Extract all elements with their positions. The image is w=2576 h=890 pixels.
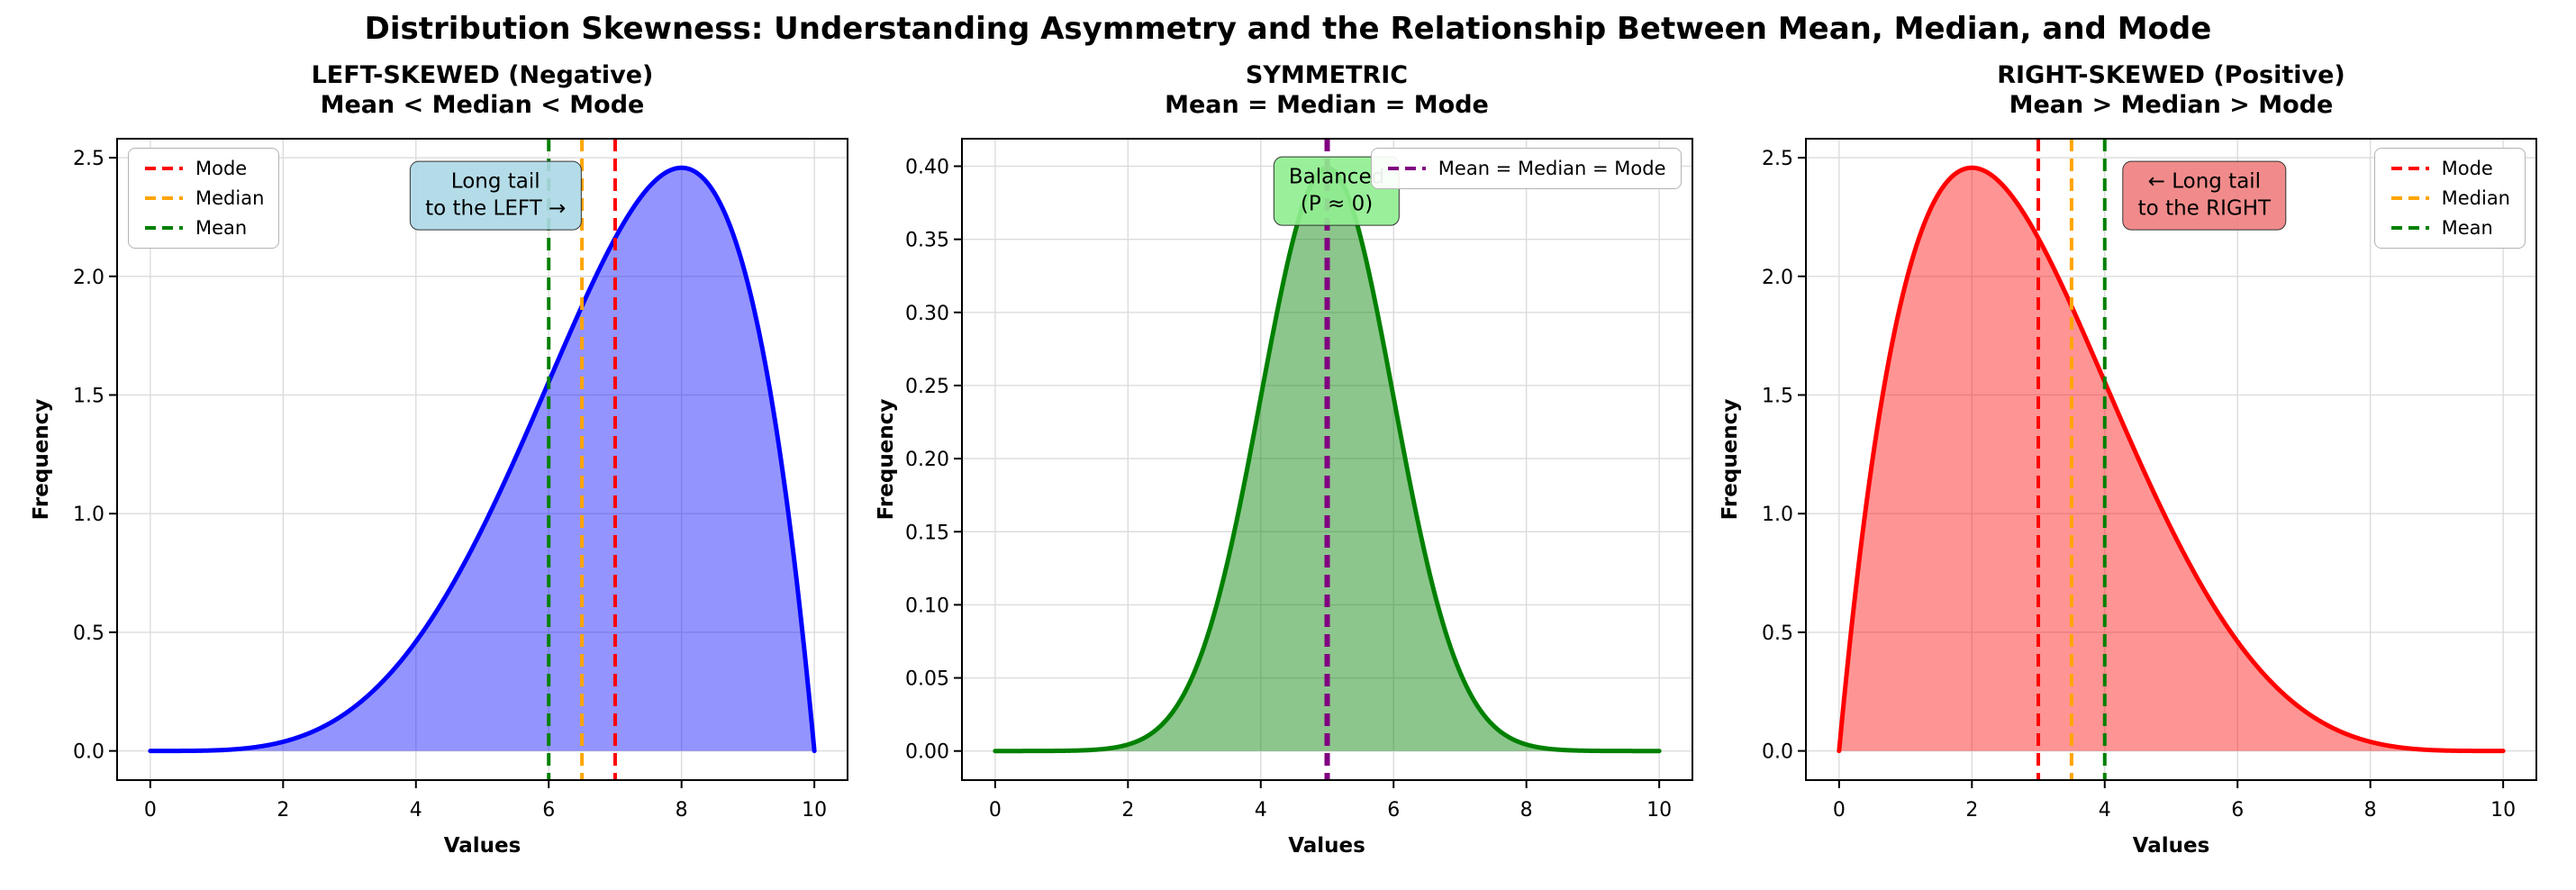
y-axis-label: Frequency bbox=[1719, 398, 1742, 521]
subplot-title: SYMMETRIC bbox=[1245, 61, 1409, 89]
legend-entry: Median bbox=[2390, 187, 2510, 209]
x-axis-label: Values bbox=[443, 833, 522, 858]
subplot-subtitle: Mean < Median < Mode bbox=[320, 90, 645, 119]
legend-line-swatch bbox=[2390, 195, 2429, 200]
x-tick-label: 4 bbox=[410, 799, 422, 822]
x-tick-label: 0 bbox=[988, 799, 1001, 822]
x-tick-label: 0 bbox=[1833, 799, 1846, 822]
y-tick-label: 0.15 bbox=[905, 522, 949, 544]
legend-label: Mode bbox=[195, 157, 248, 179]
distribution-curve bbox=[148, 165, 817, 753]
subplot-right-skewed: RIGHT-SKEWED (Positive) Mean > Median > … bbox=[1716, 61, 2549, 874]
axes-spines bbox=[1805, 137, 2537, 781]
axes-spines bbox=[116, 137, 848, 781]
plot-area: 0 2 4 6 8 10 0.0 0.5 1.0 1.5 2.0 2.5 Frequency Valu… bbox=[27, 124, 860, 874]
y-tick-label: 1.5 bbox=[1762, 385, 1793, 407]
y-tick-label: 0.0 bbox=[1762, 740, 1793, 763]
x-axis-label: Values bbox=[1288, 833, 1365, 858]
legend-label: Median bbox=[2441, 186, 2510, 209]
legend-label: Mean = Median = Mode bbox=[1438, 157, 1666, 179]
y-tick-label: 1.5 bbox=[73, 385, 104, 407]
y-tick-label: 0.35 bbox=[905, 230, 949, 252]
y-tick-label: 0.25 bbox=[905, 376, 949, 398]
y-tick-label: 0.20 bbox=[905, 449, 949, 471]
subplot-title: LEFT-SKEWED (Negative) bbox=[311, 61, 654, 89]
legend-entry: Mean = Median = Mode bbox=[1386, 158, 1666, 179]
x-tick-label: 6 bbox=[1387, 799, 1400, 822]
y-tick-label: 0.5 bbox=[73, 622, 104, 645]
x-tick-label: 6 bbox=[542, 799, 555, 822]
y-tick-label: 0.5 bbox=[1762, 622, 1793, 645]
x-tick-label: 0 bbox=[144, 799, 157, 822]
plot-area: 0 2 4 6 8 10 0.0 0.5 1.0 1.5 2.0 2.5 Frequency Valu… bbox=[1716, 124, 2549, 874]
distribution-fill bbox=[1838, 168, 2504, 751]
legend-line-swatch bbox=[1387, 166, 1426, 170]
x-tick-label: 6 bbox=[2231, 799, 2244, 822]
x-tick-label: 10 bbox=[1646, 799, 1672, 822]
legend-entry: Mode bbox=[143, 158, 264, 179]
x-axis-label: Values bbox=[2132, 833, 2210, 858]
y-tick-label: 1.0 bbox=[73, 504, 104, 526]
plot-area: 0 2 4 6 8 10 0.00 0.05 0.10 0.15 0.20 0.25 0.30 0.35 0… bbox=[872, 124, 1705, 874]
x-tick-label: 2 bbox=[277, 799, 289, 822]
legend-entry: Mean bbox=[2390, 217, 2510, 239]
legend-label: Median bbox=[195, 186, 265, 209]
y-tick-label: 2.0 bbox=[73, 267, 104, 289]
plot-canvas: 0 2 4 6 8 10 0.0 0.5 1.0 1.5 2.0 2.5 bbox=[1762, 137, 2537, 822]
subplot-left-skewed: LEFT-SKEWED (Negative) Mean < Median < M… bbox=[27, 61, 860, 874]
legend-line-swatch bbox=[145, 225, 183, 230]
y-tick-label: 0.00 bbox=[905, 741, 949, 764]
subplot-title-block: LEFT-SKEWED (Negative) Mean < Median < M… bbox=[27, 61, 860, 121]
distribution-curve bbox=[1837, 165, 2506, 753]
legend-entry: Mode bbox=[2390, 158, 2510, 179]
y-tick-label: 0.0 bbox=[73, 740, 104, 763]
x-tick-label: 2 bbox=[1121, 799, 1134, 822]
annotation-box: ← Long tail to the RIGHT bbox=[2122, 160, 2287, 231]
subplot-subtitle: Mean = Median = Mode bbox=[1165, 90, 1489, 119]
legend: Mode Median Mean bbox=[128, 147, 280, 249]
y-tick-label: 0.05 bbox=[905, 668, 949, 690]
x-tick-label: 10 bbox=[802, 799, 827, 822]
y-axis-label: Frequency bbox=[30, 398, 53, 521]
legend-label: Mean bbox=[2441, 216, 2493, 239]
legend-label: Mode bbox=[2441, 157, 2493, 179]
subplot-title-block: RIGHT-SKEWED (Positive) Mean > Median > … bbox=[1716, 61, 2549, 121]
legend: Mean = Median = Mode bbox=[1370, 147, 1682, 189]
distribution-fill bbox=[150, 168, 815, 751]
charts-row: LEFT-SKEWED (Negative) Mean < Median < M… bbox=[0, 47, 2576, 874]
x-tick-label: 2 bbox=[1965, 799, 1978, 822]
y-axis-label: Frequency bbox=[874, 398, 898, 521]
subplot-title-block: SYMMETRIC Mean = Median = Mode bbox=[872, 61, 1705, 121]
legend-line-swatch bbox=[145, 166, 183, 170]
y-tick-label: 2.5 bbox=[73, 148, 104, 170]
legend-entry: Median bbox=[143, 187, 264, 209]
y-tick-label: 0.10 bbox=[905, 595, 949, 617]
y-tick-label: 0.40 bbox=[905, 156, 949, 178]
plot-canvas: 0 2 4 6 8 10 0.00 0.05 0.10 0.15 0.20 0.25 0.30 0.35 0… bbox=[905, 137, 1693, 822]
y-tick-label: 0.30 bbox=[905, 303, 949, 325]
x-tick-label: 4 bbox=[2099, 799, 2111, 822]
x-tick-label: 10 bbox=[2490, 799, 2516, 822]
y-tick-label: 2.5 bbox=[1762, 148, 1793, 170]
annotation-box: Long tail to the LEFT → bbox=[410, 160, 582, 231]
legend-label: Mean bbox=[195, 216, 248, 239]
x-tick-label: 4 bbox=[1254, 799, 1266, 822]
subplot-title: RIGHT-SKEWED (Positive) bbox=[1997, 61, 2345, 89]
x-tick-label: 8 bbox=[676, 799, 688, 822]
y-tick-label: 2.0 bbox=[1762, 267, 1793, 289]
figure-title: Distribution Skewness: Understanding Asy… bbox=[364, 11, 2212, 47]
legend-line-swatch bbox=[2390, 225, 2429, 230]
subplot-symmetric: SYMMETRIC Mean = Median = Mode 0 2 4 6 8 10 0.… bbox=[872, 61, 1705, 874]
legend-line-swatch bbox=[145, 195, 183, 200]
legend: Mode Median Mean bbox=[2373, 147, 2526, 249]
legend-entry: Mean bbox=[143, 217, 264, 239]
x-tick-label: 8 bbox=[2364, 799, 2377, 822]
y-tick-label: 1.0 bbox=[1762, 504, 1793, 526]
x-tick-label: 8 bbox=[1519, 799, 1532, 822]
annotation-box: Balanced (P ≈ 0) bbox=[1273, 156, 1401, 226]
subplot-subtitle: Mean > Median > Mode bbox=[2009, 90, 2334, 119]
legend-line-swatch bbox=[2390, 166, 2429, 170]
